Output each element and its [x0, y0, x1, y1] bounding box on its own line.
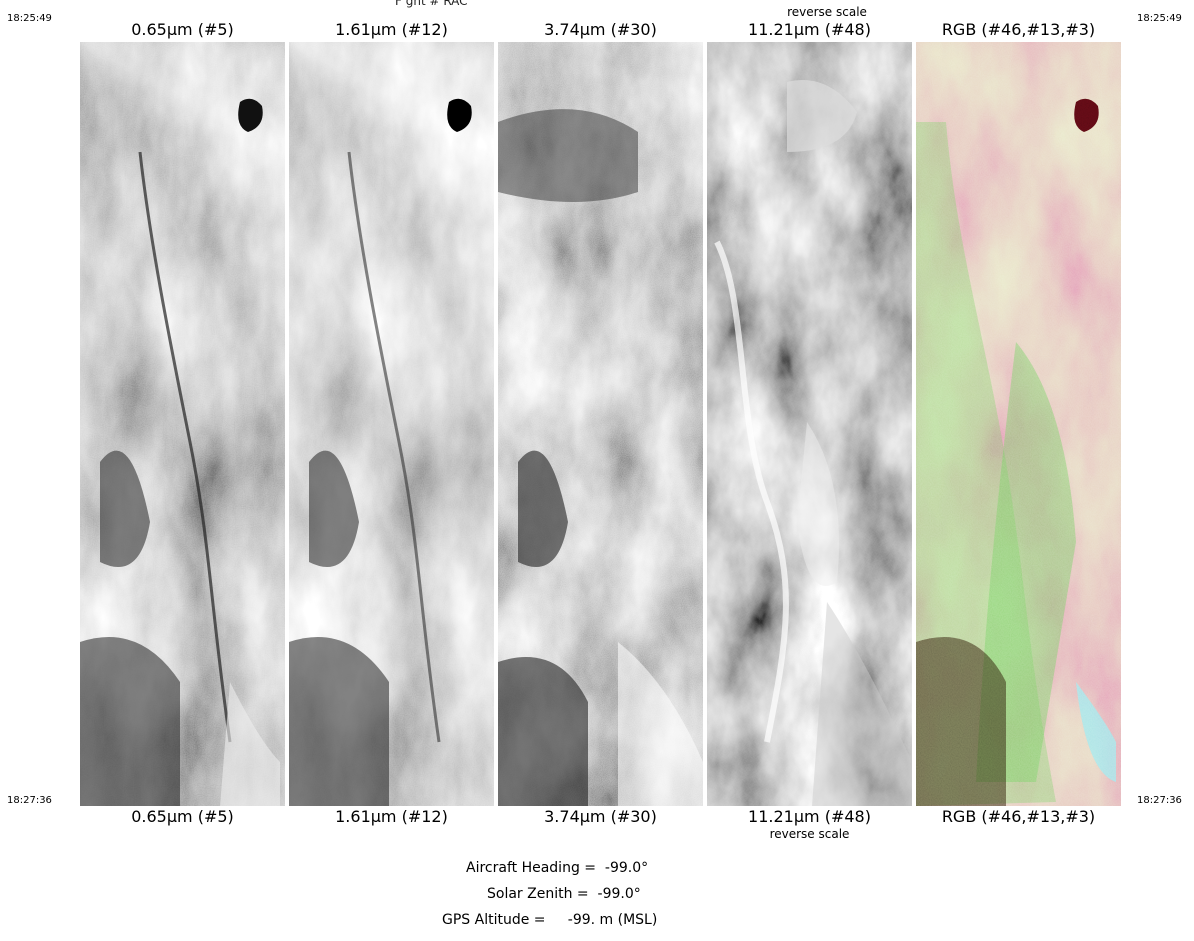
grayscale-scene-3-reverse — [707, 42, 912, 806]
panel-2-bottom-label: 3.74μm (#30) — [544, 807, 657, 826]
flight-title-partial: F ght # RAC — [395, 0, 468, 8]
end-time-left: 18:27:36 — [7, 795, 52, 806]
grayscale-scene-0 — [80, 42, 285, 806]
end-time-right: 18:27:36 — [1137, 795, 1182, 806]
rgb-composite-scene — [916, 42, 1121, 806]
image-panel-11-21um — [707, 42, 912, 806]
image-panel-3-74um — [498, 42, 703, 806]
panel-2-top-label: 3.74μm (#30) — [544, 20, 657, 39]
grayscale-scene-1 — [289, 42, 494, 806]
panel-3-bottom-label: 11.21μm (#48) — [748, 807, 871, 826]
panel-0-top-label: 0.65μm (#5) — [131, 20, 234, 39]
aircraft-heading: Aircraft Heading = -99.0° — [466, 860, 649, 876]
panel-4-top-label: RGB (#46,#13,#3) — [941, 20, 1096, 39]
top-reverse-scale-note: reverse scale — [787, 5, 867, 19]
start-time-right: 18:25:49 — [1137, 13, 1182, 24]
image-panel-rgb — [916, 42, 1121, 806]
image-panel-0-65um — [80, 42, 285, 806]
gps-altitude: GPS Altitude = -99. m (MSL) — [442, 912, 658, 928]
grayscale-scene-2 — [498, 42, 703, 806]
solar-zenith: Solar Zenith = -99.0° — [487, 886, 641, 902]
panel-1-top-label: 1.61μm (#12) — [335, 20, 448, 39]
start-time-left: 18:25:49 — [7, 13, 52, 24]
panel-0-bottom-label: 0.65μm (#5) — [131, 807, 234, 826]
panel-4-bottom-label: RGB (#46,#13,#3) — [941, 807, 1096, 826]
panel-1-bottom-label: 1.61μm (#12) — [335, 807, 448, 826]
panel-3-top-label: 11.21μm (#48) — [748, 20, 871, 39]
panel-3-reverse-scale-note: reverse scale — [769, 827, 850, 841]
image-panel-1-61um — [289, 42, 494, 806]
